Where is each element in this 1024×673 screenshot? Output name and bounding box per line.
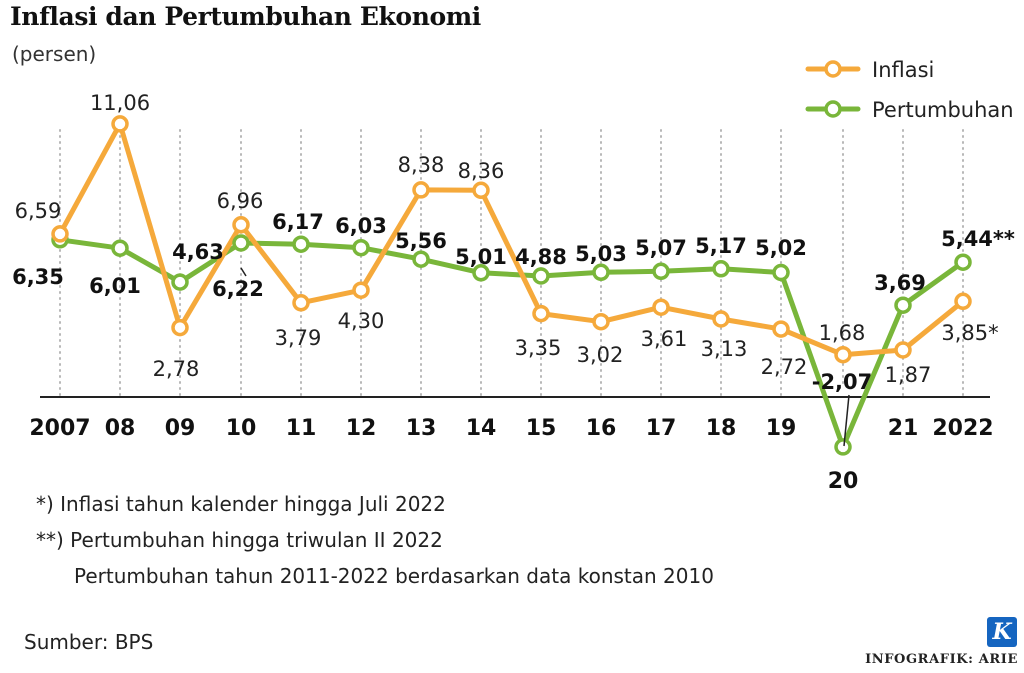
data-label-pertumbuhan: 5,03	[575, 242, 627, 266]
leader-line	[843, 394, 850, 447]
point-pertumbuhan	[592, 263, 610, 282]
x-tick-label: 11	[286, 416, 317, 441]
data-label-pertumbuhan: 4,88	[515, 245, 567, 269]
x-tick-label: 15	[526, 416, 557, 441]
x-tick-label: 16	[586, 416, 617, 441]
x-tick-label: 14	[466, 416, 497, 441]
chart-subtitle: (persen)	[12, 42, 97, 66]
data-label-inflasi: 11,06	[90, 91, 150, 115]
footnotes: *) Inflasi tahun kalender hingga Juli 20…	[36, 486, 714, 594]
chart-title: Inflasi dan Pertumbuhan Ekonomi	[10, 2, 481, 31]
data-label-pertumbuhan: 6,03	[335, 214, 387, 238]
point-pertumbuhan	[772, 263, 790, 282]
series-line-inflasi	[57, 121, 966, 358]
data-label-pertumbuhan: 5,17	[695, 234, 747, 258]
data-label-inflasi: 1,68	[819, 321, 866, 345]
x-tick-label: 21	[888, 416, 919, 441]
point-pertumbuhan	[111, 239, 129, 257]
point-pertumbuhan	[352, 238, 370, 257]
legend-label-pertumbuhan: Pertumbuhan	[872, 98, 1014, 122]
point-pertumbuhan	[292, 235, 310, 253]
point-inflasi	[352, 281, 370, 299]
data-label-pertumbuhan: 6,35	[12, 265, 64, 289]
data-label-pertumbuhan: -2,07	[812, 370, 873, 394]
series-line-pertumbuhan	[57, 237, 966, 450]
data-label-inflasi: 3,85*	[941, 321, 998, 345]
data-label-inflasi: 3,35	[515, 336, 562, 360]
point-pertumbuhan	[652, 262, 670, 281]
data-label-inflasi: 3,61	[641, 327, 688, 351]
footnote-pertumbuhan: **) Pertumbuhan hingga triwulan II 2022	[36, 528, 443, 552]
data-label-inflasi: 6,96	[217, 189, 264, 213]
point-pertumbuhan	[712, 260, 730, 278]
x-tick-label: 13	[406, 416, 437, 441]
x-tick-label: 09	[165, 416, 196, 441]
data-label-pertumbuhan: 5,07	[635, 236, 687, 260]
data-label-inflasi: 3,79	[275, 326, 322, 350]
data-label-pertumbuhan: 5,02	[755, 236, 807, 260]
point-inflasi	[712, 310, 730, 328]
data-label-pertumbuhan: 6,22	[212, 277, 264, 301]
point-inflasi	[772, 320, 790, 338]
point-pertumbuhan	[954, 253, 972, 271]
data-label-inflasi: 6,59	[15, 199, 62, 223]
point-inflasi	[232, 216, 250, 234]
data-label-pertumbuhan: 4,63	[172, 240, 224, 264]
data-label-inflasi: 2,72	[761, 355, 808, 379]
data-label-inflasi: 8,38	[398, 153, 445, 177]
x-tick-label: 20	[828, 469, 859, 494]
infographic-credit: INFOGRAFIK: ARIE	[865, 652, 1018, 667]
x-tick-label: 17	[646, 416, 677, 441]
data-label-pertumbuhan: 5,01	[455, 245, 507, 269]
footnote-konstan: Pertumbuhan tahun 2011-2022 berdasarkan …	[74, 564, 714, 588]
legend-label-inflasi: Inflasi	[872, 58, 934, 82]
leader-line	[240, 267, 247, 277]
data-label-pertumbuhan: 5,44**	[941, 227, 1015, 251]
point-inflasi	[532, 304, 550, 323]
data-label-inflasi: 3,13	[701, 337, 748, 361]
kompas-logo: K	[987, 617, 1017, 647]
source-text: Sumber: BPS	[24, 630, 154, 654]
data-label-inflasi: 2,78	[153, 357, 200, 381]
point-pertumbuhan	[472, 264, 490, 282]
point-inflasi	[894, 341, 912, 359]
x-tick-label: 12	[346, 416, 377, 441]
point-inflasi	[171, 318, 189, 337]
point-pertumbuhan	[171, 273, 189, 291]
point-pertumbuhan	[834, 438, 852, 456]
data-label-inflasi: 4,30	[338, 309, 385, 333]
data-label-pertumbuhan: 6,01	[89, 274, 141, 298]
point-inflasi	[592, 312, 610, 331]
x-tick-label: 2007	[29, 416, 90, 441]
data-label-inflasi: 3,02	[577, 343, 624, 367]
x-tick-label: 19	[766, 416, 797, 441]
point-pertumbuhan	[232, 234, 250, 252]
data-label-inflasi: 1,87	[885, 363, 932, 387]
legend-marker-pertumbuhan	[824, 100, 842, 118]
x-tick-label: 18	[706, 416, 737, 441]
point-inflasi	[472, 181, 490, 200]
x-tick-label: 2022	[932, 416, 993, 441]
x-tick-label: 10	[226, 416, 257, 441]
data-label-pertumbuhan: 3,69	[874, 271, 926, 295]
point-inflasi	[412, 181, 430, 199]
point-inflasi	[51, 225, 69, 243]
point-inflasi	[954, 292, 972, 311]
point-pertumbuhan	[412, 250, 430, 268]
point-inflasi	[292, 294, 310, 312]
point-inflasi	[834, 345, 852, 364]
footnote-inflasi: *) Inflasi tahun kalender hingga Juli 20…	[36, 492, 446, 516]
data-label-pertumbuhan: 6,17	[272, 210, 324, 234]
data-label-pertumbuhan: 5,56	[395, 229, 447, 253]
legend-marker-inflasi	[824, 60, 842, 78]
point-pertumbuhan	[532, 267, 550, 285]
point-pertumbuhan	[894, 296, 912, 314]
point-inflasi	[111, 115, 129, 133]
point-inflasi	[652, 298, 670, 316]
x-tick-label: 08	[105, 416, 136, 441]
data-label-inflasi: 8,36	[458, 159, 505, 183]
